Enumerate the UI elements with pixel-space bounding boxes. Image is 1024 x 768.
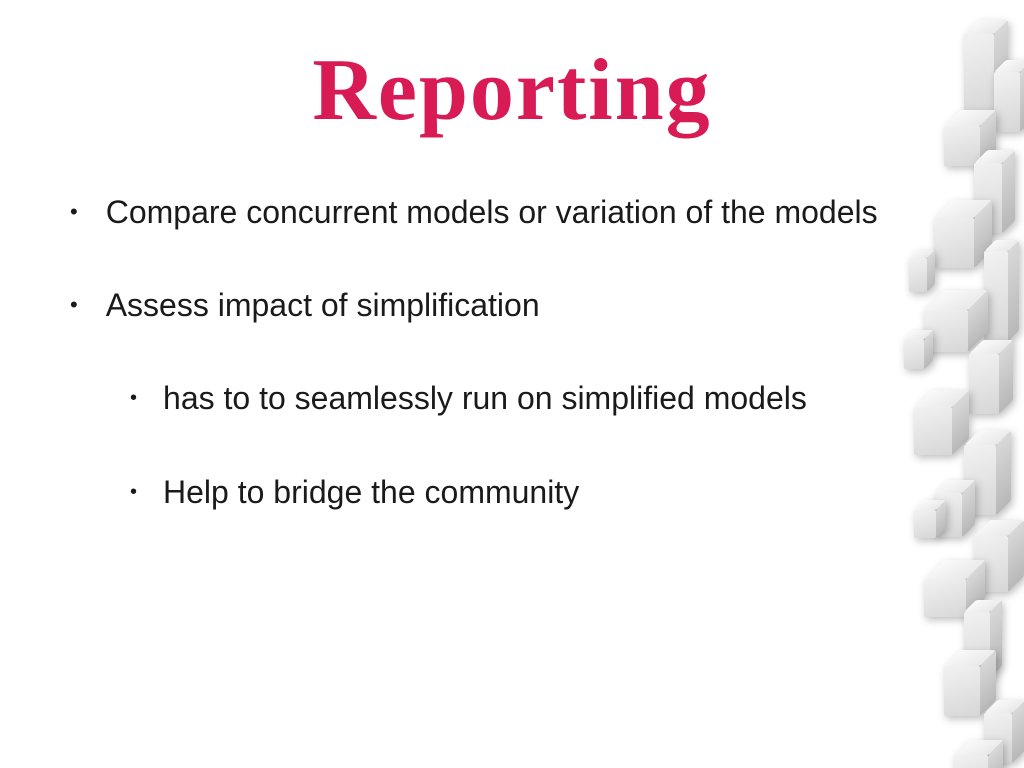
decorative-block (964, 20, 1008, 114)
decorative-block (974, 520, 1024, 592)
bullet-text: Assess impact of simplification (106, 284, 540, 327)
bullet-list: • Compare concurrent models or variation… (60, 191, 964, 514)
bullet-text: Compare concurrent models or variation o… (106, 191, 878, 234)
sub-bullet-text: Help to bridge the community (163, 471, 579, 514)
sub-bullet-text: has to to seamlessly run on simplified m… (163, 377, 807, 420)
sub-bullet-list: • has to to seamlessly run on simplified… (130, 377, 964, 513)
bullet-marker: • (70, 193, 78, 231)
slide-title: Reporting (60, 40, 964, 141)
decorative-block (954, 740, 1003, 768)
bullet-marker: • (130, 379, 137, 417)
slide: Reporting • Compare concurrent models or… (0, 0, 1024, 768)
sub-bullet-item: • has to to seamlessly run on simplified… (130, 377, 964, 420)
decorative-block (964, 430, 1011, 515)
bullet-item: • Assess impact of simplification (70, 284, 964, 327)
decorative-block (994, 60, 1024, 132)
sub-bullet-item: • Help to bridge the community (130, 471, 964, 514)
decorative-block (944, 650, 996, 716)
decorative-block (924, 560, 985, 617)
decorative-block (984, 700, 1024, 763)
decorative-block (984, 240, 1019, 341)
bullet-item: • Compare concurrent models or variation… (70, 191, 964, 234)
bullet-marker: • (70, 286, 78, 324)
bullet-marker: • (130, 473, 137, 511)
decorative-block (974, 150, 1015, 233)
decorative-block (964, 600, 1002, 678)
decorative-block (969, 340, 1013, 414)
